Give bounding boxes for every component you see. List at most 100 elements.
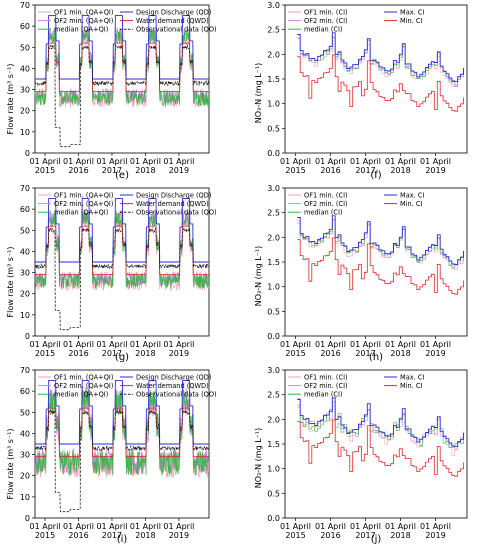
y-tick-label: 1.0 [267,465,280,474]
x-tick-label: 01 April 2015 [280,522,311,540]
x-tick-label: 01 April 2019 [420,340,451,358]
y-tick-label: 60 [20,22,30,31]
x-tick-label-day: 01 April [130,522,161,531]
x-tick-label-day: 01 April [315,522,346,531]
y-tick-label: 70 [20,1,30,10]
x-tick-label-year: 2018 [135,531,155,540]
x-tick-label-year: 2017 [355,531,375,540]
legend-entry: Min. CI [400,17,422,25]
x-tick-label: 01 April 2019 [420,522,451,540]
x-tick-label: 01 April 2015 [30,340,61,358]
x-tick-label: 01 April 2016 [63,340,94,358]
legend-entry: Design Discharge (QD) [136,374,211,382]
y-tick-label: 60 [20,387,30,396]
panel-caption: (i) [117,534,128,545]
plot-area [297,215,465,295]
x-tick-label: 01 April 2018 [130,340,161,358]
legend-entry: OF1 min. (QA+QI) [54,9,113,17]
x-tick-label-day: 01 April [350,522,381,531]
series-line [35,380,209,445]
panel-caption: (f) [370,170,381,181]
x-tick-label: 01 April 2015 [280,157,311,175]
panel-caption: (g) [115,352,129,363]
plot-area [35,380,209,513]
panel-j: 0.0 0.5 1.0 1.5 2.0 2.5 3.0 NO₃-N (mg L⁻¹) 01 Ap… [254,366,468,545]
legend-entry: OF2 min. (QA+QI) [54,17,113,25]
legend-entry: Max. CI [400,374,424,382]
legend-entry: Min. CI [400,200,422,208]
x-tick-label-day: 01 April [350,157,381,166]
x-tick-label-year: 2015 [285,531,305,540]
x-tick-label-day: 01 April [30,157,61,166]
y-tick-label: 3.0 [267,366,280,375]
y-tick-label: 70 [20,366,30,375]
x-tick-label: 01 April 2017 [96,157,127,175]
y-tick-label: 40 [20,64,30,73]
y-tick-label: 0.5 [267,489,280,498]
x-tick-label: 01 April 2015 [280,340,311,358]
x-tick-label-day: 01 April [96,522,127,531]
x-tick-label-day: 01 April [96,157,127,166]
x-tick-label: 01 April 2016 [315,340,346,358]
y-axis-label: NO₃-N (mg L⁻¹) [254,63,263,123]
panel-g: 0 10 20 30 40 50 60 70 Flow rate (m³ s⁻¹) 01 Apri… [6,184,217,363]
x-tick-label-year: 2017 [102,349,122,358]
x-tick-label: 01 April 2017 [350,157,381,175]
legend-entry: median (CI) [304,26,343,34]
y-tick-label: 1.5 [267,258,280,267]
legend-entry: Observational data (QO) [136,26,217,34]
series-line [297,237,465,295]
x-tick-label: 01 April 2016 [315,522,346,540]
x-tick-label-year: 2015 [285,166,305,175]
y-tick-label: 1.0 [267,100,280,109]
y-tick-label: 2.5 [267,209,280,218]
legend-entry: OF1 min. (CI) [304,192,348,200]
y-tick-label: 50 [20,226,30,235]
series-line [35,198,209,263]
x-tick-label-year: 2019 [169,349,189,358]
x-tick-label-day: 01 April [30,522,61,531]
plot-area [297,32,465,112]
x-tick-label-year: 2019 [169,531,189,540]
series-line [35,227,209,331]
y-tick-label: 10 [20,128,30,137]
x-tick-label-year: 2017 [355,349,375,358]
y-tick-label: 0.0 [267,149,280,158]
y-tick-label: 2.0 [267,50,280,59]
x-tick-label-day: 01 April [163,340,194,349]
x-tick-label-day: 01 April [63,522,94,531]
series-line [35,15,209,80]
x-tick-label: 01 April 2017 [96,340,127,358]
x-tick-label-day: 01 April [130,157,161,166]
y-tick-label: 10 [20,493,30,502]
x-tick-label-day: 01 April [315,157,346,166]
legend-entry: Observational data (QO) [136,391,217,399]
y-tick-label: 10 [20,311,30,320]
x-tick-label: 01 April 2017 [96,522,127,540]
x-tick-label-year: 2018 [390,166,410,175]
legend-entry: Water demand (QWD) [136,200,209,208]
panel-e: 0 10 20 30 40 50 60 70 Flow rate (m³ s⁻¹) 01 Apri… [6,1,217,181]
legend-entry: OF2 min. (CI) [304,200,348,208]
x-tick-label: 01 April 2019 [163,340,194,358]
legend-entry: median (QA+QI) [54,391,108,399]
x-tick-label-year: 2018 [135,349,155,358]
y-tick-label: 30 [20,269,30,278]
x-tick-label-year: 2016 [320,531,340,540]
y-tick-label: 70 [20,184,30,193]
x-tick-label-year: 2017 [102,531,122,540]
legend-entry: Water demand (QWD) [136,382,209,390]
x-tick-label: 01 April 2019 [163,522,194,540]
x-tick-label: 01 April 2015 [30,522,61,540]
legend-entry: Design Discharge (QD) [136,192,211,200]
x-tick-label-day: 01 April [96,340,127,349]
x-tick-label-day: 01 April [385,340,416,349]
y-tick-label: 1.5 [267,75,280,84]
x-tick-label: 01 April 2018 [130,157,161,175]
panel-caption: (h) [369,352,383,363]
x-tick-label-year: 2018 [390,349,410,358]
y-tick-label: 50 [20,408,30,417]
x-tick-label-year: 2017 [102,166,122,175]
series-line [297,54,465,112]
y-axis-label: Flow rate (m³ s⁻¹) [6,429,15,500]
